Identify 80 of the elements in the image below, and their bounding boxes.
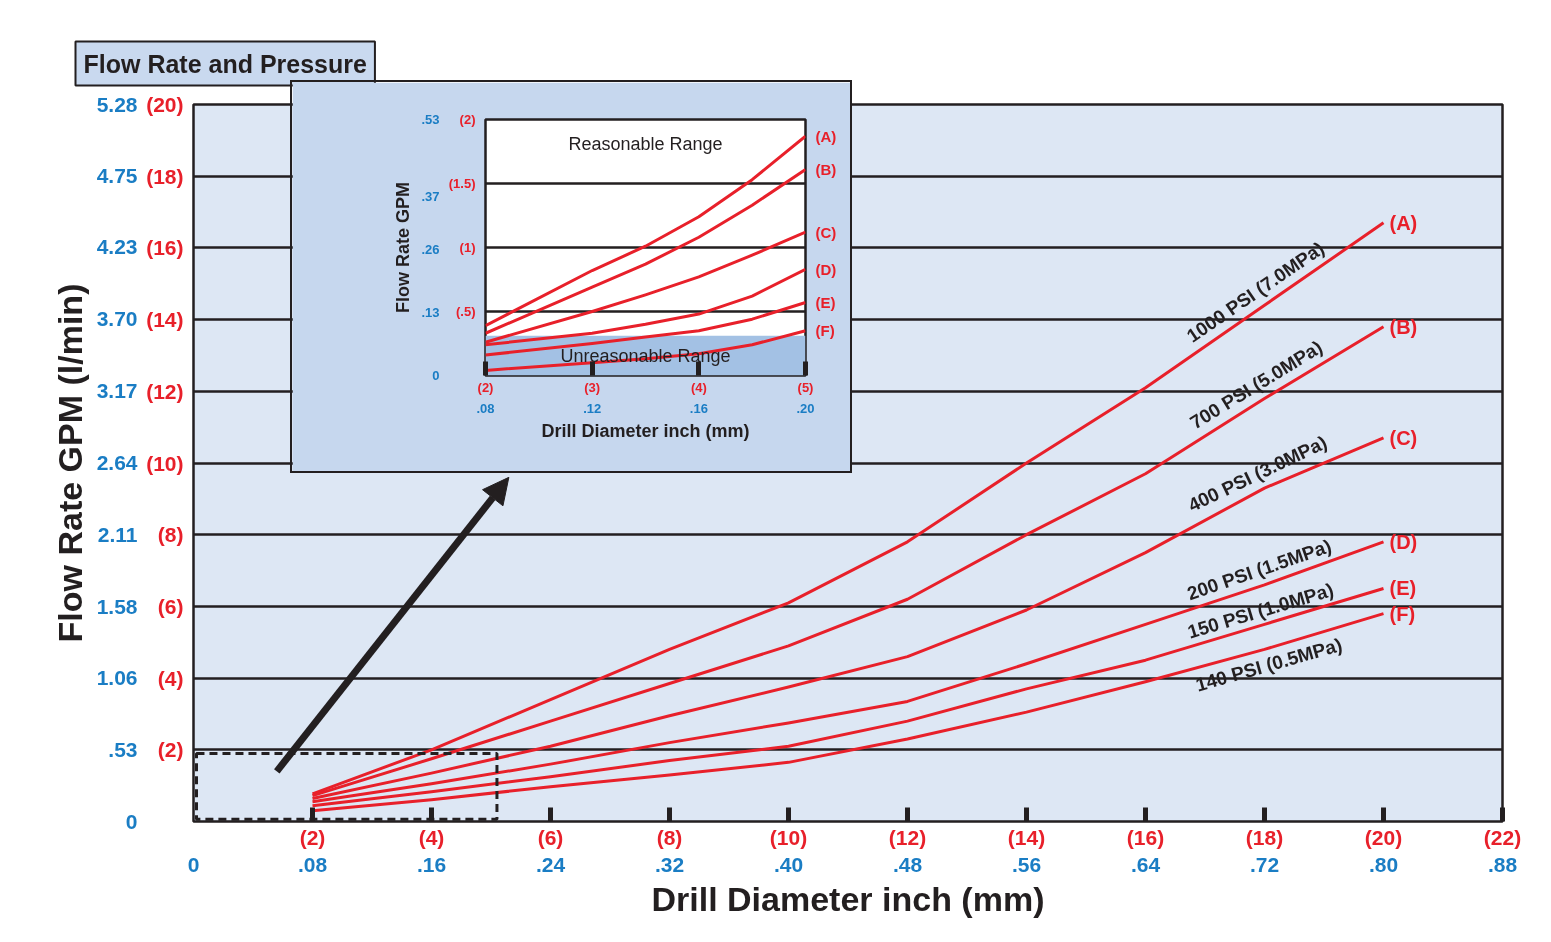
y2-tick-label: 2.11 [97, 522, 138, 546]
y-tick-label: (16) [146, 236, 184, 260]
y2-tick-label: 0 [432, 368, 440, 383]
x-axis-title: Drill Diameter inch (mm) [651, 879, 1045, 918]
series-label: (B) [815, 160, 837, 178]
x2-tick-label: .24 [535, 852, 566, 876]
annotation: Reasonable Range [568, 133, 723, 154]
x-tick-label: (16) [1126, 825, 1165, 849]
series-label: (A) [1389, 211, 1418, 234]
series-label: (C) [815, 223, 837, 241]
x-tick-label: (18) [1245, 825, 1284, 849]
series-label: (F) [1389, 602, 1416, 625]
y2-tick-label: 3.70 [96, 307, 138, 331]
x2-tick-label: .08 [297, 852, 328, 876]
x2-tick-label: .20 [796, 400, 815, 416]
x-tick-label: (22) [1483, 825, 1522, 849]
x-tick-label: (6) [537, 825, 564, 849]
x2-tick-label: .16 [416, 852, 447, 876]
line-series [485, 134, 806, 328]
x-tick-label: (2) [299, 825, 326, 849]
y2-tick-label: 4.75 [96, 164, 138, 188]
x-tick-label: (8) [656, 825, 683, 849]
y-tick-label: (14) [146, 308, 184, 332]
series-label: (A) [815, 127, 837, 145]
series-label: (E) [815, 294, 836, 312]
y2-tick-label: 1.06 [96, 665, 138, 689]
y-tick-label: (.5) [456, 304, 476, 319]
y-tick-label: (6) [157, 594, 184, 618]
series-label: (C) [1389, 426, 1418, 449]
series-label: (D) [1389, 530, 1418, 553]
x-tick-label: (20) [1364, 825, 1403, 849]
y2-tick-label: 5.28 [96, 92, 138, 116]
y-tick-label: (1.5) [448, 176, 476, 191]
chart-title: Flow Rate and Pressure [83, 49, 368, 78]
y-tick-label: (2) [157, 738, 184, 762]
x2-tick-label: .48 [892, 852, 923, 876]
x2-tick-label: .40 [773, 852, 804, 876]
x2-tick-label: .08 [476, 400, 495, 416]
y2-tick-label: 4.23 [96, 235, 138, 259]
x-tick-label: (4) [418, 825, 445, 849]
y2-tick-label: .53 [108, 737, 138, 761]
y-tick-label: (20) [146, 93, 184, 116]
y2-tick-label: 0 [125, 809, 138, 833]
y2-tick-label: .37 [421, 189, 440, 205]
y2-tick-label: 1.58 [96, 594, 138, 618]
x2-tick-label: .16 [689, 400, 708, 416]
x-tick-label: (5) [797, 379, 814, 395]
x2-tick-label: .72 [1249, 852, 1280, 876]
x-tick-label: (2) [477, 379, 494, 395]
y-tick-label: (8) [157, 523, 184, 547]
y2-tick-label: .53 [421, 112, 440, 127]
x2-tick-label: .56 [1011, 852, 1042, 876]
x-tick-label: (3) [584, 379, 601, 395]
y-tick-label: (4) [157, 666, 184, 690]
x2-tick-label: .80 [1368, 852, 1399, 876]
series-label: (B) [1389, 315, 1418, 338]
x2-tick-label: .32 [654, 852, 685, 876]
y-tick-label: (1) [459, 240, 476, 255]
x-axis-title: Drill Diameter inch (mm) [541, 420, 750, 441]
x-tick-label: (14) [1007, 825, 1046, 849]
x2-tick-label: .12 [583, 400, 602, 416]
x-tick-label: (10) [769, 825, 808, 849]
y2-axis-title: Flow Rate GPM [393, 181, 414, 313]
y2-tick-label: 2.64 [96, 451, 138, 474]
y-tick-label: (2) [459, 112, 476, 127]
series-label: (D) [815, 260, 837, 278]
y2-axis-title: Flow Rate GPM (l/min) [50, 283, 89, 643]
y2-tick-label: .26 [421, 242, 440, 258]
series-label: (E) [1389, 577, 1417, 600]
x2-tick-label: 0 [187, 852, 200, 876]
y-tick-label: (10) [146, 451, 184, 475]
series-label: (F) [815, 322, 835, 340]
y2-tick-label: .13 [421, 305, 440, 321]
x2-tick-label: .64 [1130, 852, 1161, 876]
x-tick-label: (4) [690, 379, 707, 395]
x2-tick-label: .88 [1487, 852, 1518, 876]
x-tick-label: (12) [888, 825, 927, 849]
y-tick-label: (18) [146, 164, 184, 188]
y2-tick-label: 3.17 [96, 379, 138, 403]
line-series [485, 167, 806, 335]
